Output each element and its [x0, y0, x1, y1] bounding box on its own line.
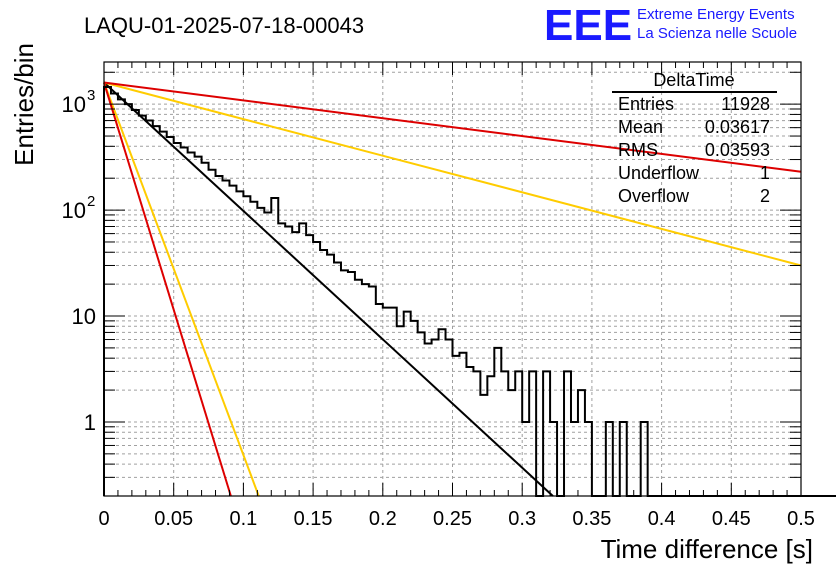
y-tick-exponent: 3 [87, 87, 95, 104]
x-tick-label: 0.2 [369, 508, 397, 530]
stats-value: 1 [760, 163, 770, 183]
stats-label: Mean [618, 117, 663, 137]
fit-curve [103, 82, 232, 497]
stats-label: Entries [618, 94, 674, 114]
logo-line-2: La Scienza nelle Scuole [637, 25, 797, 42]
y-tick-label: 10 [72, 304, 96, 329]
x-tick-label: 0.5 [787, 508, 815, 530]
x-tick-label: 0.4 [648, 508, 676, 530]
fit-curve [103, 82, 260, 497]
fit-curve [103, 81, 554, 497]
x-tick-label: 0 [98, 508, 109, 530]
x-tick-label: 0.3 [508, 508, 536, 530]
x-tick-label: 0.15 [294, 508, 333, 530]
fit-curves [103, 81, 802, 497]
fit-curve [103, 81, 802, 173]
stats-box: DeltaTime Entries 11928 Mean 0.03617 RMS 0.03… [612, 70, 777, 206]
stats-title: DeltaTime [653, 70, 734, 90]
stats-value: 0.03617 [705, 117, 770, 137]
y-axis-label: Entries/bin [9, 43, 39, 166]
logo-line-1: Extreme Energy Events [637, 6, 795, 23]
x-tick-label: 0.45 [712, 508, 751, 530]
y-tick-label: 10 [62, 198, 86, 223]
y-tick-exponent: 2 [87, 193, 95, 210]
x-axis-label: Time difference [s] [601, 534, 813, 564]
stats-rows: Entries 11928 Mean 0.03617 RMS 0.03593Underfl… [618, 94, 770, 206]
histogram [103, 86, 836, 497]
y-tick-label: 10 [62, 92, 86, 117]
stats-label: RMS [618, 140, 658, 160]
stats-value: 0.03593 [705, 140, 770, 160]
x-tick-label: 0.35 [572, 508, 611, 530]
x-tick-label: 0.1 [229, 508, 257, 530]
logo-mark: EEE [544, 1, 632, 50]
y-tick-label: 1 [84, 410, 96, 435]
fit-curve [103, 81, 802, 267]
stats-value: 11928 [721, 94, 770, 114]
stats-value: 2 [760, 186, 770, 206]
x-tick-label: 0.25 [433, 508, 472, 530]
eee-logo: EEE Extreme Energy Events La Scienza nel… [544, 1, 797, 50]
stats-label: Overflow [618, 186, 690, 206]
stats-label: Underflow [618, 163, 700, 183]
x-tick-label: 0.05 [154, 508, 193, 530]
axes: 0 0.05 0.1 0.15 0.2 0.25 0.3 0.35 0.4 0.45 0.5 1 10 1… [62, 62, 815, 530]
chart-title: LAQU-01-2025-07-18-00043 [84, 13, 364, 38]
